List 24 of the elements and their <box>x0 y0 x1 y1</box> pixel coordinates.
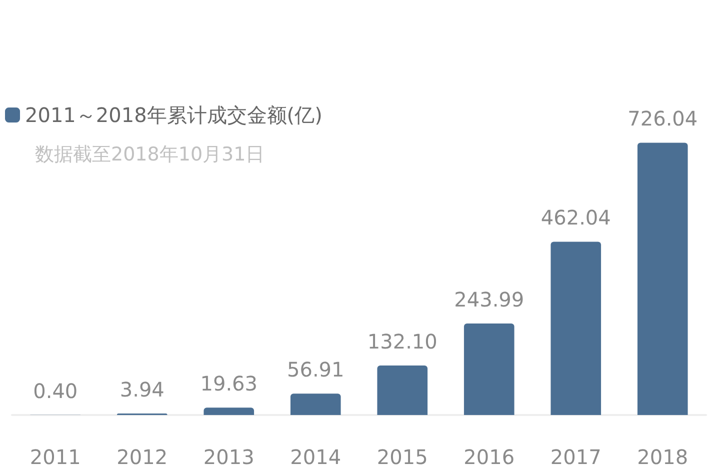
legend-label: 2011～2018年累计成交金额(亿) <box>25 103 322 127</box>
bar <box>377 365 428 415</box>
data-label: 462.04 <box>540 206 611 230</box>
bar <box>637 142 688 415</box>
x-tick-label: 2016 <box>464 445 515 469</box>
data-label: 56.91 <box>286 358 344 382</box>
data-label: 19.63 <box>200 372 258 396</box>
x-tick-label: 2013 <box>203 445 254 469</box>
bar <box>550 242 602 415</box>
data-label: 0.40 <box>33 378 78 403</box>
x-tick-label: 2017 <box>550 445 602 469</box>
bar <box>464 324 514 415</box>
x-tick-label: 2012 <box>116 445 168 469</box>
data-label: 3.94 <box>120 378 164 402</box>
x-tick-label: 2011 <box>30 445 81 469</box>
x-tick-label: 2015 <box>376 445 428 469</box>
bar <box>290 394 341 415</box>
bar <box>204 408 254 415</box>
x-tick-label: 2018 <box>637 445 688 469</box>
annotation: 数据截至2018年10月31日 <box>35 144 265 166</box>
x-tick-label: 2014 <box>290 445 342 469</box>
data-label: 243.99 <box>454 288 524 312</box>
data-label: 726.04 <box>628 106 698 131</box>
data-label: 132.10 <box>367 329 438 354</box>
